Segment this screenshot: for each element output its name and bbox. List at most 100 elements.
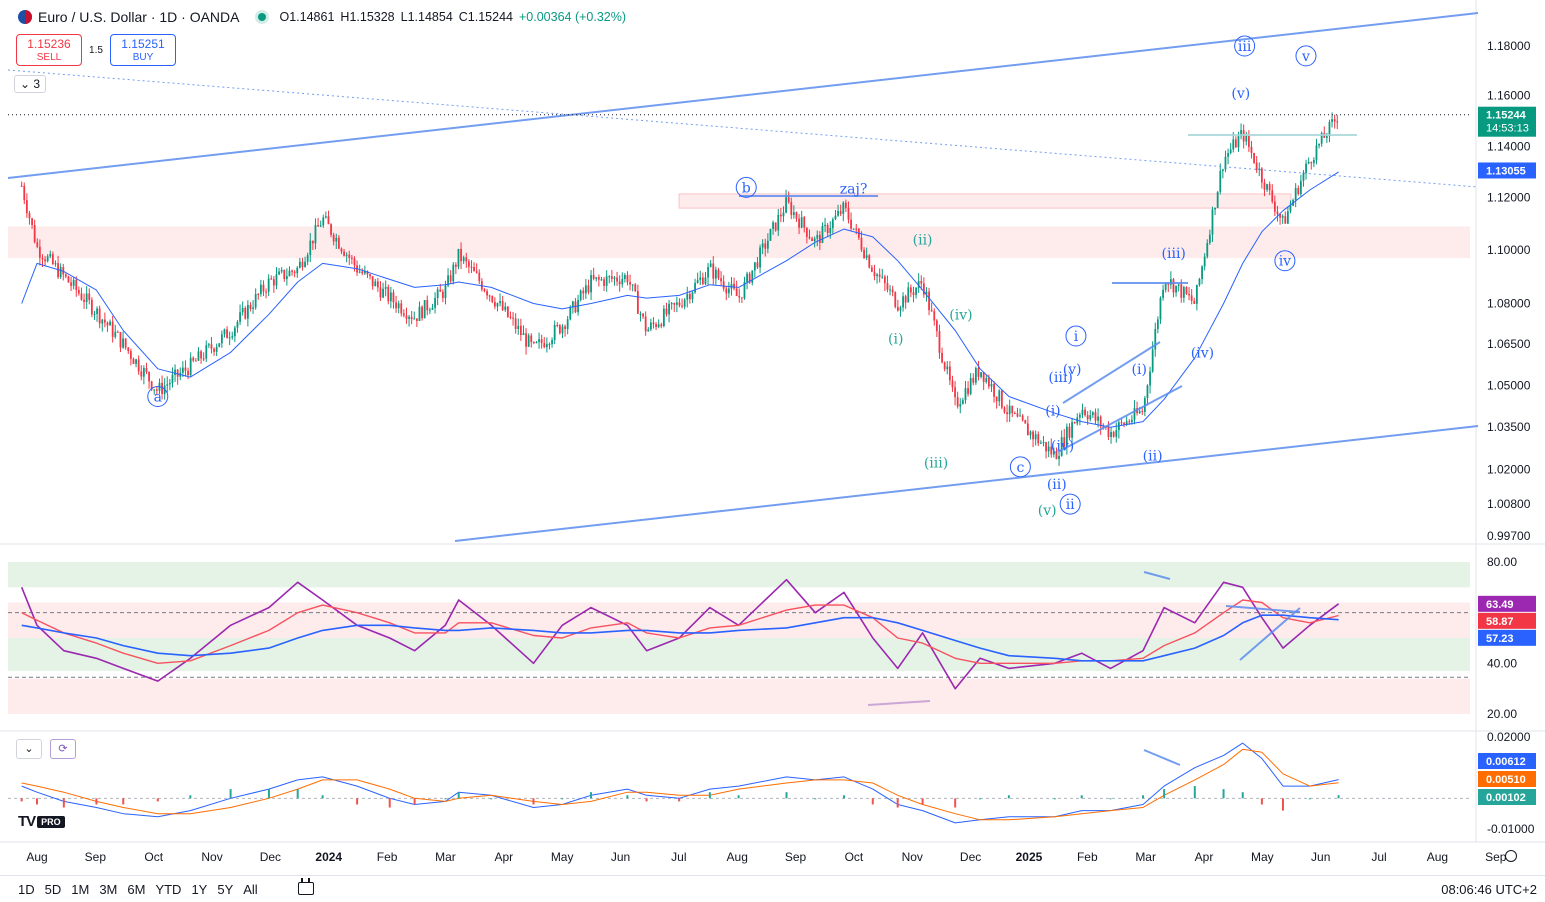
x-tick-label: Aug bbox=[26, 850, 47, 864]
candle-body bbox=[610, 276, 613, 279]
timeframe-6[interactable]: 1Y bbox=[191, 882, 208, 897]
wave-text: (iii) bbox=[924, 456, 948, 472]
timeframe-0[interactable]: 1D bbox=[18, 882, 35, 897]
candle-body bbox=[280, 269, 283, 272]
candle-body bbox=[1055, 451, 1058, 460]
candle-body bbox=[595, 277, 598, 279]
rsi-tick-label: 20.00 bbox=[1487, 707, 1517, 721]
candle-body bbox=[335, 237, 338, 242]
candle-body bbox=[928, 291, 930, 311]
macd-histogram-bar bbox=[95, 798, 98, 805]
candle-body bbox=[1250, 146, 1253, 153]
candle-body bbox=[886, 283, 889, 290]
timeframe-4[interactable]: 6M bbox=[127, 882, 146, 897]
macd-histogram-bar bbox=[626, 795, 629, 799]
x-tick-label: Mar bbox=[435, 850, 456, 864]
tradingview-logo[interactable]: TV PRO bbox=[18, 813, 65, 830]
timeframe-7[interactable]: 5Y bbox=[217, 882, 234, 897]
candle-body bbox=[699, 277, 702, 281]
candle-body bbox=[254, 294, 257, 308]
candle-body bbox=[629, 282, 631, 285]
timeframe-5[interactable]: YTD bbox=[155, 882, 182, 897]
refresh-icon[interactable]: ⟳ bbox=[50, 739, 76, 759]
candle-body bbox=[860, 237, 863, 250]
candle-body bbox=[722, 281, 725, 289]
candle-body bbox=[1253, 152, 1255, 163]
candle-body bbox=[496, 303, 499, 307]
wave-text: (ii) bbox=[913, 233, 933, 249]
candle-body bbox=[309, 240, 312, 256]
wave-circle bbox=[147, 385, 169, 407]
wave-text: iv bbox=[1279, 254, 1291, 270]
candle-body bbox=[470, 266, 473, 268]
candle-body bbox=[990, 383, 993, 387]
candle-body bbox=[889, 289, 891, 291]
candle-body bbox=[660, 324, 663, 327]
candle-body bbox=[972, 377, 975, 383]
timeframe-3[interactable]: 3M bbox=[99, 882, 118, 897]
settings-icon[interactable] bbox=[1505, 850, 1517, 862]
symbol-header: Euro / U.S. Dollar · 1D · OANDA O1.14861… bbox=[0, 0, 1470, 34]
candle-body bbox=[782, 212, 785, 217]
candle-body bbox=[23, 185, 26, 201]
candle-body bbox=[410, 316, 413, 319]
candle-body bbox=[1216, 191, 1219, 208]
timeframe-2[interactable]: 1M bbox=[71, 882, 90, 897]
macd-histogram-bar bbox=[1241, 792, 1244, 799]
pro-badge: PRO bbox=[37, 815, 65, 828]
candle-body bbox=[1156, 319, 1159, 329]
candle-body bbox=[480, 281, 483, 290]
candle-body bbox=[431, 307, 434, 310]
candle-body bbox=[1078, 414, 1081, 418]
timeframe-1[interactable]: 5D bbox=[44, 882, 62, 897]
x-tick-label: Feb bbox=[377, 850, 398, 864]
candle-body bbox=[694, 282, 696, 293]
candle-body bbox=[103, 319, 106, 323]
timeframe-8[interactable]: All bbox=[243, 882, 258, 897]
candle-body bbox=[1237, 136, 1240, 148]
symbol-title[interactable]: Euro / U.S. Dollar · 1D · OANDA bbox=[38, 9, 240, 25]
candle-body bbox=[894, 292, 897, 307]
rsi-lower-band bbox=[8, 678, 1470, 714]
candle-body bbox=[483, 289, 486, 292]
candle-body bbox=[33, 225, 36, 243]
candle-body bbox=[522, 333, 525, 335]
sell-button[interactable]: 1.15236 SELL bbox=[16, 34, 82, 66]
candle-body bbox=[1016, 413, 1019, 417]
candle-body bbox=[85, 293, 88, 302]
candle-body bbox=[873, 271, 876, 277]
candle-body bbox=[1138, 411, 1141, 414]
chevron-down-icon[interactable]: ⌄ bbox=[16, 739, 42, 759]
macd-signal-label: 0.00510 bbox=[1486, 774, 1526, 786]
candle-body bbox=[714, 269, 717, 279]
candle-body bbox=[655, 324, 657, 327]
price-tick-label: 1.16000 bbox=[1487, 89, 1531, 103]
candle-body bbox=[444, 285, 447, 299]
candle-body bbox=[1120, 422, 1123, 424]
macd-histogram-bar bbox=[678, 798, 681, 802]
macd-histogram-bar bbox=[36, 798, 38, 805]
candle-body bbox=[31, 218, 33, 226]
macd-histogram-bar bbox=[589, 792, 592, 799]
candle-body bbox=[1133, 408, 1136, 420]
candle-body bbox=[506, 306, 509, 317]
candle-body bbox=[70, 282, 72, 286]
candle-body bbox=[938, 331, 941, 353]
indicators-collapse-button[interactable]: ⌄ 3 bbox=[14, 75, 47, 93]
candle-body bbox=[283, 269, 286, 280]
candle-body bbox=[1130, 419, 1133, 422]
macd-histogram-bar bbox=[321, 795, 324, 799]
calendar-icon[interactable] bbox=[298, 878, 314, 895]
candle-body bbox=[493, 301, 496, 307]
wave-text: (i) bbox=[1132, 362, 1147, 378]
candle-body bbox=[902, 296, 904, 308]
candle-body bbox=[340, 248, 343, 252]
buy-button[interactable]: 1.15251 BUY bbox=[110, 34, 176, 66]
macd-histogram-bar bbox=[708, 792, 711, 799]
candle-body bbox=[379, 287, 382, 298]
candle-body bbox=[1333, 119, 1336, 122]
candle-body bbox=[1175, 285, 1177, 293]
candle-body bbox=[402, 313, 405, 316]
wave-text: (iii) bbox=[1162, 246, 1186, 262]
